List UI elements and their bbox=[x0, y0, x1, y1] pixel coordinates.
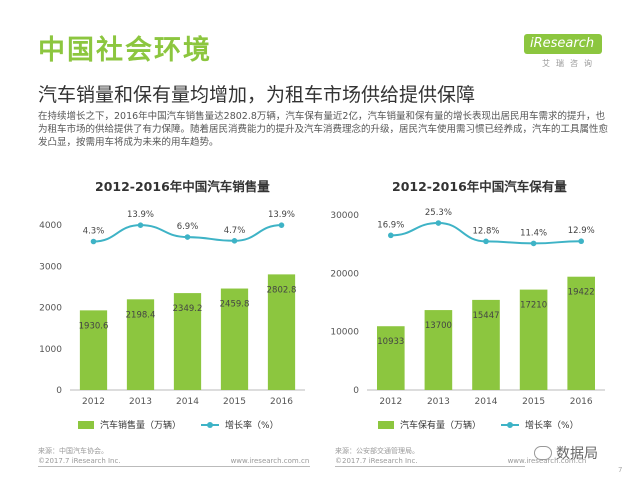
y-tick-label: 30000 bbox=[330, 211, 359, 221]
growth-rate-label: 13.9% bbox=[127, 210, 154, 220]
growth-rate-label: 11.4% bbox=[520, 228, 547, 238]
y-tick-label: 1000 bbox=[39, 345, 62, 355]
sales-chart: 0 1000 2000 3000 4000 1930.6 2012 2198.4 2013 234… bbox=[39, 210, 305, 407]
left-source-note: 来源：中国汽车协会。 bbox=[38, 447, 108, 455]
left-chart-title: 2012-2016年中国汽车销售量 bbox=[95, 179, 270, 194]
bar bbox=[126, 299, 155, 390]
left-copyright: ©2017.7 iResearch Inc. bbox=[38, 457, 121, 465]
x-tick-label: 2012 bbox=[82, 397, 105, 407]
bar bbox=[220, 288, 249, 390]
legend-line-swatch bbox=[201, 421, 220, 428]
legend-line-swatch bbox=[501, 421, 520, 428]
right-legend: 汽车保有量（万辆） 增长率（%） bbox=[378, 418, 579, 431]
bar bbox=[267, 274, 296, 390]
growth-rate-label: 13.9% bbox=[268, 210, 295, 220]
logo-text: iResearch bbox=[530, 36, 595, 51]
growth-rate-point bbox=[184, 234, 191, 240]
legend-bar-swatch bbox=[378, 420, 394, 429]
x-tick-label: 2016 bbox=[570, 397, 593, 407]
logo-subtext: 艾瑞咨询 bbox=[542, 59, 598, 68]
left-footer-divider bbox=[38, 466, 310, 467]
logo-badge bbox=[524, 34, 602, 54]
page-subtitle: 汽车销量和保有量均增加，为租车市场供给提供保障 bbox=[38, 84, 476, 106]
growth-rate-label: 25.3% bbox=[425, 208, 452, 218]
legend-line-label: 增长率（%） bbox=[525, 421, 579, 431]
bar-value-label: 2802.8 bbox=[267, 285, 297, 295]
growth-rate-label: 16.9% bbox=[377, 220, 404, 230]
growth-rate-point bbox=[435, 220, 442, 226]
x-tick-label: 2015 bbox=[223, 397, 246, 407]
right-source-note: 来源：公安部交通管理局。 bbox=[335, 447, 419, 455]
x-tick-label: 2014 bbox=[475, 397, 498, 407]
growth-rate-point bbox=[530, 240, 537, 247]
y-tick-label: 10000 bbox=[330, 328, 359, 338]
y-tick-label: 20000 bbox=[330, 269, 359, 279]
watermark-text: 数据局 bbox=[556, 446, 598, 462]
y-tick-label: 0 bbox=[56, 386, 62, 396]
legend-bar-swatch bbox=[78, 420, 94, 429]
bar-value-label: 17210 bbox=[520, 301, 547, 311]
bar-value-label: 15447 bbox=[472, 311, 499, 321]
x-tick-label: 2012 bbox=[379, 397, 402, 407]
page-number: 7 bbox=[618, 466, 623, 474]
bar bbox=[424, 310, 453, 390]
right-chart-title: 2012-2016年中国汽车保有量 bbox=[392, 179, 567, 194]
growth-rate-label: 6.9% bbox=[177, 222, 199, 232]
growth-rate-point bbox=[578, 238, 584, 245]
left-source: 来源：中国汽车协会。 ©2017.7 iResearch Inc. www.ir… bbox=[38, 446, 309, 466]
ownership-chart: 0 10000 20000 30000 10933 2012 13700 2013 15447 2… bbox=[330, 208, 605, 407]
bar bbox=[376, 326, 405, 390]
bar bbox=[519, 289, 548, 390]
y-tick-label: 4000 bbox=[39, 221, 62, 231]
iresearch-logo: iResearch 艾瑞咨询 bbox=[524, 34, 608, 70]
bar bbox=[79, 310, 108, 390]
y-tick-label: 0 bbox=[353, 386, 359, 396]
bar-value-label: 2198.4 bbox=[126, 310, 156, 320]
x-tick-label: 2015 bbox=[522, 397, 545, 407]
x-tick-label: 2013 bbox=[427, 397, 450, 407]
bar-value-label: 2459.8 bbox=[220, 300, 250, 310]
right-footer-divider bbox=[335, 466, 525, 467]
legend-bar-label: 汽车保有量（万辆） bbox=[400, 421, 482, 431]
x-tick-label: 2016 bbox=[270, 397, 293, 407]
right-copyright: ©2017.7 iResearch Inc. bbox=[335, 457, 418, 465]
growth-rate-label: 4.7% bbox=[224, 226, 246, 236]
wechat-icon bbox=[534, 446, 552, 460]
growth-rate-label: 4.3% bbox=[83, 226, 105, 236]
y-tick-label: 2000 bbox=[39, 304, 62, 314]
bar-value-label: 2349.2 bbox=[173, 304, 203, 314]
growth-rate-point bbox=[388, 232, 394, 239]
bar bbox=[567, 276, 596, 390]
y-tick-label: 3000 bbox=[39, 262, 62, 272]
page-title: 中国社会环境 bbox=[38, 35, 212, 66]
growth-rate-point bbox=[90, 238, 97, 245]
legend-bar-label: 汽车销售量（万辆） bbox=[100, 421, 182, 431]
bar-value-label: 13700 bbox=[425, 321, 452, 331]
legend-line-label: 增长率（%） bbox=[225, 421, 279, 431]
x-tick-label: 2013 bbox=[129, 397, 152, 407]
bar-value-label: 10933 bbox=[377, 337, 404, 347]
growth-rate-point bbox=[231, 238, 238, 244]
bar bbox=[173, 293, 202, 390]
growth-rate-label: 12.8% bbox=[472, 226, 499, 236]
bar-value-label: 1930.6 bbox=[79, 321, 109, 331]
right-url: www.iresearch.com.cn bbox=[507, 457, 587, 465]
watermark: 数据局 bbox=[534, 443, 598, 463]
bar bbox=[472, 299, 500, 390]
growth-rate-point bbox=[137, 222, 144, 228]
right-source: 来源：公安部交通管理局。 ©2017.7 iResearch Inc. www.… bbox=[335, 446, 586, 466]
growth-rate-point bbox=[483, 238, 489, 245]
left-legend: 汽车销售量（万辆） 增长率（%） bbox=[78, 418, 279, 431]
intro-paragraph: 在持续增长之下，2016年中国汽车销售量达2802.8万辆，汽车保有量近2亿，汽… bbox=[38, 111, 609, 148]
x-tick-label: 2014 bbox=[176, 397, 199, 407]
left-url: www.iresearch.com.cn bbox=[230, 457, 310, 465]
growth-rate-point bbox=[278, 222, 285, 228]
growth-rate-label: 12.9% bbox=[568, 226, 595, 236]
bar-value-label: 19422 bbox=[568, 288, 595, 298]
